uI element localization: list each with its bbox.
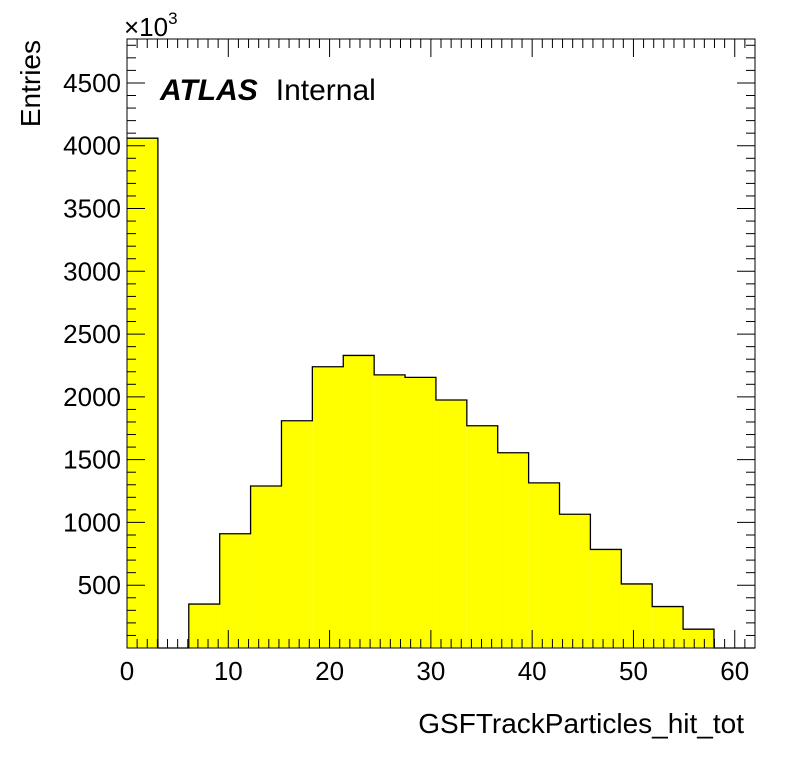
histogram-bin <box>466 425 498 648</box>
x-tick-label: 40 <box>518 656 547 686</box>
histogram-outline <box>127 137 755 649</box>
histogram-bin <box>219 533 251 648</box>
y-tick-label: 3500 <box>63 194 121 224</box>
y-tick-label: 4000 <box>63 131 121 161</box>
y-tick-label: 1500 <box>63 445 121 475</box>
x-tick-label: 50 <box>619 656 648 686</box>
y-axis-ticks <box>127 44 755 636</box>
y-tick-label: 3000 <box>63 256 121 286</box>
histogram-bin <box>652 606 684 648</box>
histogram-bin <box>497 452 529 648</box>
y-axis-multiplier: ×103 <box>124 9 178 42</box>
histogram-bin <box>188 604 220 648</box>
histogram-bin <box>405 377 436 648</box>
x-axis-label: GSFTrackParticles_hit_tot <box>418 708 744 739</box>
histogram-bin <box>281 420 313 648</box>
histogram-bin <box>343 355 375 648</box>
histogram-bin <box>435 400 467 648</box>
histogram-bin <box>621 583 653 648</box>
y-tick-label: 500 <box>78 570 121 600</box>
x-tick-label: 0 <box>120 656 134 686</box>
y-tick-label: 1000 <box>63 507 121 537</box>
x-tick-label: 30 <box>416 656 445 686</box>
x-tick-labels: 0 10 20 30 40 50 60 <box>120 656 749 686</box>
y-tick-label: 2000 <box>63 382 121 412</box>
histogram-bars <box>127 137 755 649</box>
histogram-bin <box>683 629 714 648</box>
y-axis-label: Entries <box>15 40 46 127</box>
histogram-bin <box>127 138 158 648</box>
x-tick-label: 10 <box>214 656 243 686</box>
histogram-bin <box>559 514 591 648</box>
histogram-bin <box>312 366 344 648</box>
x-tick-label: 20 <box>315 656 344 686</box>
atlas-label: ATLAS Internal <box>159 74 376 107</box>
histogram-bin <box>590 549 622 648</box>
histogram-bin <box>374 374 406 648</box>
y-tick-labels: 500 1000 1500 2000 2500 3000 3500 4000 4500 <box>63 68 121 600</box>
histogram-bin <box>528 482 560 648</box>
x-tick-label: 60 <box>720 656 749 686</box>
y-tick-label: 4500 <box>63 68 121 98</box>
x-axis-ticks <box>126 39 756 648</box>
histogram-bin <box>250 486 282 648</box>
y-tick-label: 2500 <box>63 319 121 349</box>
